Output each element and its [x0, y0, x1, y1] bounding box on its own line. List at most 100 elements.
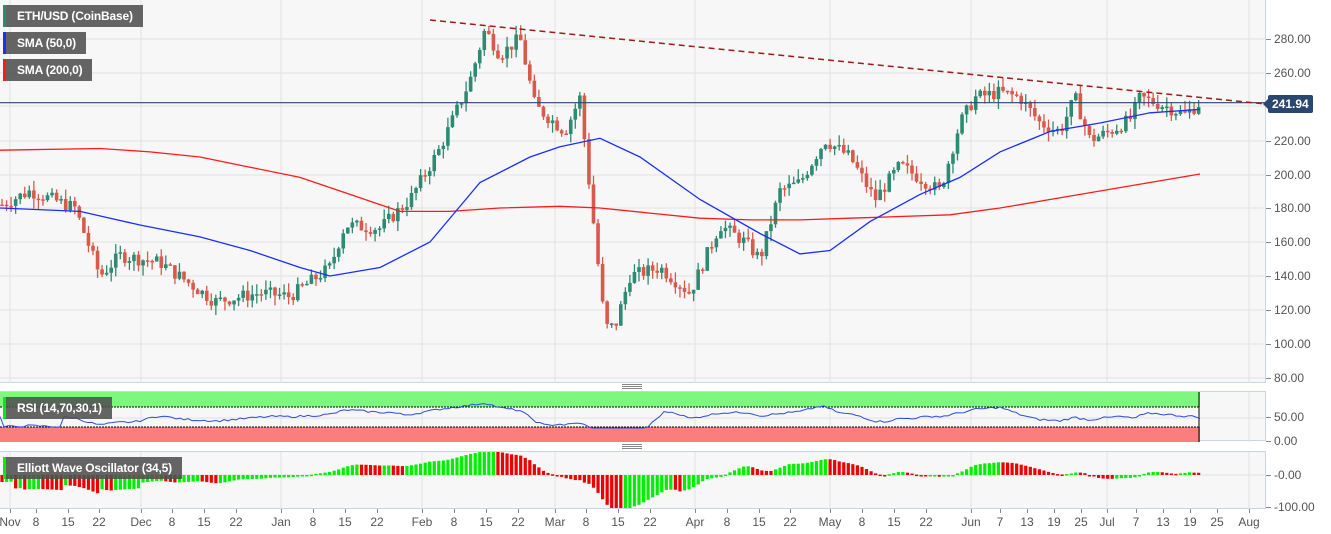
x-tick-mark: [281, 509, 282, 513]
y-tick-label: 0.00: [1266, 434, 1297, 448]
x-tick-mark: [1249, 509, 1250, 513]
x-tick-label: 8: [723, 515, 731, 529]
x-tick-mark: [759, 509, 760, 513]
y-tick-label: 220.00: [1266, 134, 1311, 148]
x-tick-mark: [1054, 509, 1055, 513]
x-tick-label: 15: [752, 515, 766, 529]
legend-sma200[interactable]: SMA (200,0): [3, 59, 93, 81]
y-tick-label: 140.00: [1266, 269, 1311, 283]
x-tick-label: 22: [643, 515, 657, 529]
x-tick-label: 8: [582, 515, 590, 529]
x-tick-label: May: [818, 515, 842, 529]
y-tick-label: -0.00: [1266, 468, 1301, 482]
ewo-y-axis[interactable]: -0.00 -100.00: [1266, 451, 1331, 514]
x-tick-label: 19: [1183, 515, 1197, 529]
x-tick-label: Jun: [961, 515, 981, 529]
x-tick-label: 15: [338, 515, 352, 529]
x-tick-mark: [1190, 509, 1191, 513]
x-tick-mark: [1027, 509, 1028, 513]
y-tick-label: 260.00: [1266, 66, 1311, 80]
x-tick-mark: [971, 509, 972, 513]
x-tick-mark: [99, 509, 100, 513]
y-tick-label: 100.00: [1266, 337, 1311, 351]
x-tick-label: 15: [887, 515, 901, 529]
y-tick-label: 160.00: [1266, 235, 1311, 249]
x-tick-mark: [345, 509, 346, 513]
legend-ewo[interactable]: Elliott Wave Oscillator (34,5): [3, 457, 182, 479]
x-tick-mark: [862, 509, 863, 513]
x-tick-mark: [454, 509, 455, 513]
x-tick-label: Aug: [1238, 515, 1260, 529]
sma50-line: [0, 108, 1201, 277]
x-tick-mark: [518, 509, 519, 513]
x-tick-mark: [313, 509, 314, 513]
x-tick-label: 15: [611, 515, 625, 529]
legend-sma50[interactable]: SMA (50,0): [3, 32, 86, 54]
x-tick-label: 8: [450, 515, 458, 529]
x-tick-mark: [1000, 509, 1001, 513]
y-tick-label: 180.00: [1266, 201, 1311, 215]
x-tick-label: Nov: [0, 515, 21, 529]
x-tick-label: 22: [783, 515, 797, 529]
rsi-chart: [0, 392, 1266, 442]
x-tick-mark: [204, 509, 205, 513]
pane-resize-handle-ewo[interactable]: [622, 444, 642, 449]
y-tick-label: 280.00: [1266, 32, 1311, 46]
legend-rsi[interactable]: RSI (14,70,30,1): [3, 397, 112, 419]
x-tick-mark: [1107, 509, 1108, 513]
legend-label-ewo: Elliott Wave Oscillator (34,5): [17, 461, 172, 475]
legend-swatch-ethusd: [3, 5, 6, 27]
legend-swatch-sma200: [3, 59, 6, 81]
price-y-axis[interactable]: 280.00 260.00 220.00 200.00 180.00 160.00 140.…: [1266, 0, 1331, 385]
y-tick-label: 80.00: [1266, 371, 1304, 385]
x-tick-label: 22: [919, 515, 933, 529]
x-tick-mark: [1163, 509, 1164, 513]
x-tick-label: 8: [168, 515, 176, 529]
x-tick-label: 25: [1074, 515, 1088, 529]
x-tick-label: Feb: [411, 515, 433, 529]
x-tick-mark: [1136, 509, 1137, 513]
x-tick-label: 22: [511, 515, 525, 529]
x-tick-mark: [894, 509, 895, 513]
x-tick-label: Dec: [130, 515, 152, 529]
ewo-chart: [0, 452, 1266, 510]
x-tick-label: 7: [1132, 515, 1140, 529]
x-tick-mark: [830, 509, 831, 513]
candles: [0, 25, 1201, 331]
x-tick-mark: [1081, 509, 1082, 513]
x-tick-mark: [486, 509, 487, 513]
x-tick-label: Mar: [544, 515, 566, 529]
legend-swatch-rsi: [3, 397, 6, 419]
ewo-pane[interactable]: Elliott Wave Oscillator (34,5): [0, 451, 1266, 510]
x-tick-label: 25: [1210, 515, 1224, 529]
legend-label-rsi: RSI (14,70,30,1): [17, 401, 102, 415]
y-tick-label: 120.00: [1266, 303, 1311, 317]
rsi-pane[interactable]: RSI (14,70,30,1): [0, 391, 1266, 442]
x-tick-label: 22: [229, 515, 243, 529]
x-tick-mark: [36, 509, 37, 513]
pane-resize-handle-rsi[interactable]: [622, 384, 642, 389]
price-chart-pane[interactable]: ETH/USD (CoinBase) SMA (50,0) SMA (200,0…: [0, 0, 1266, 383]
candlestick-chart[interactable]: [0, 0, 1266, 383]
sma200-line: [0, 147, 1201, 221]
x-tick-label: 19: [1047, 515, 1061, 529]
time-x-axis[interactable]: Nov 8 15 22 Dec 8 15 22 Jan 8 15 22 Feb 8 15 22 Mar 8 15 22…: [0, 509, 1266, 534]
x-tick-mark: [377, 509, 378, 513]
legend-swatch-sma50: [3, 32, 6, 54]
x-tick-label: 7: [996, 515, 1004, 529]
legend-ethusd[interactable]: ETH/USD (CoinBase): [3, 5, 143, 27]
x-tick-mark: [586, 509, 587, 513]
legend-label-sma200: SMA (200,0): [17, 63, 83, 77]
x-tick-label: 22: [92, 515, 106, 529]
x-tick-mark: [695, 509, 696, 513]
x-tick-mark: [618, 509, 619, 513]
rsi-y-axis[interactable]: 50.00 0.00: [1266, 391, 1331, 448]
x-tick-label: Jul: [1099, 515, 1115, 529]
x-tick-label: 15: [61, 515, 75, 529]
x-tick-label: 15: [479, 515, 493, 529]
x-tick-mark: [422, 509, 423, 513]
y-tick-label: 50.00: [1266, 410, 1304, 424]
x-tick-mark: [1217, 509, 1218, 513]
x-tick-mark: [926, 509, 927, 513]
x-tick-mark: [10, 509, 11, 513]
